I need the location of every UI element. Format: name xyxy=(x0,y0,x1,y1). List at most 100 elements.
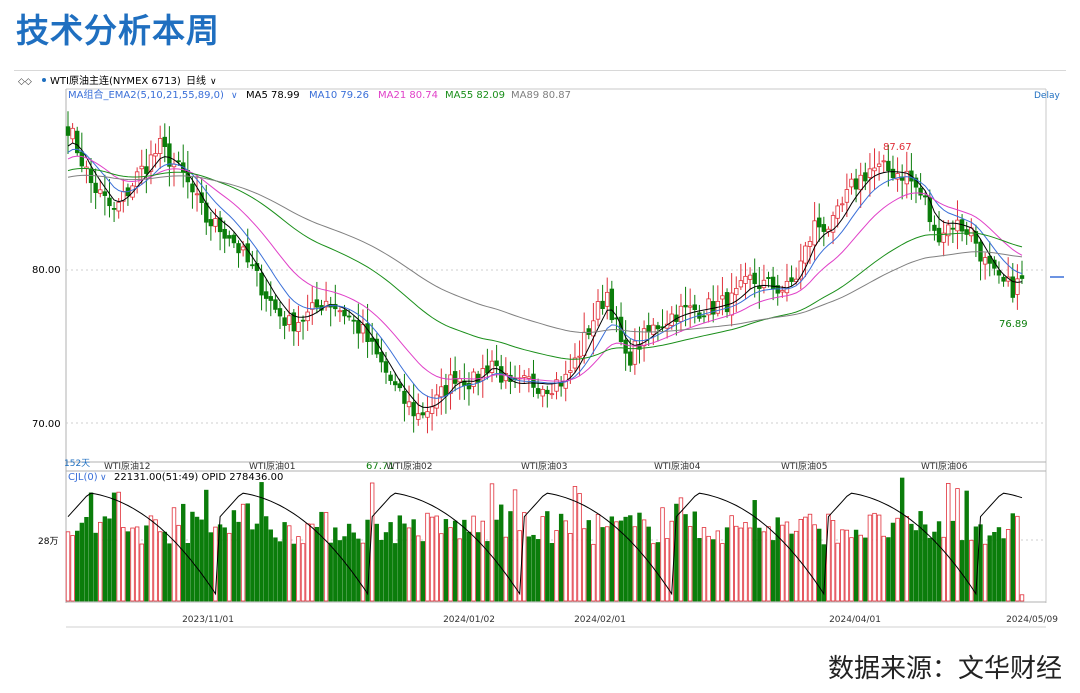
volume-bar xyxy=(337,540,343,602)
candle-up xyxy=(738,280,744,288)
chart-panel[interactable]: ◇◇ WTI原油主连(NYMEX 6713) 日线 ∨ MA组合_EMA2(5,… xyxy=(14,70,1066,631)
candle-down xyxy=(927,197,933,223)
volume-bar xyxy=(770,540,776,602)
volume-bar xyxy=(651,543,656,602)
candle-down xyxy=(369,337,375,342)
candle-down xyxy=(102,191,108,196)
candle-up xyxy=(632,340,638,365)
volume-bar xyxy=(282,522,287,602)
volume-bar xyxy=(697,538,702,602)
instrument-title[interactable]: WTI原油主连(NYMEX 6713) xyxy=(50,74,181,87)
volume-header[interactable]: CJL(0) xyxy=(68,472,98,483)
candle-up xyxy=(568,370,573,373)
volume-bar xyxy=(1015,515,1020,602)
contract-label: WTI原油02 xyxy=(386,460,433,472)
candle-up xyxy=(577,355,582,358)
volume-bar xyxy=(918,511,923,602)
volume-bar xyxy=(932,531,937,602)
volume-bar xyxy=(130,527,135,602)
volume-bar xyxy=(107,518,112,602)
volume-bar xyxy=(194,516,200,602)
volume-chevron-icon[interactable]: ∨ xyxy=(100,473,107,483)
volume-bar xyxy=(462,519,467,602)
volume-bar xyxy=(79,522,85,602)
toolbar-arrows-icon[interactable]: ◇◇ xyxy=(18,77,32,87)
candle-up xyxy=(734,288,739,296)
candle-down xyxy=(333,303,338,310)
volume-bar xyxy=(752,500,757,602)
page-title: 技术分析本周 xyxy=(16,11,220,50)
volume-bar xyxy=(545,511,550,602)
candle-down xyxy=(204,202,209,223)
volume-bar xyxy=(134,526,140,602)
candle-up xyxy=(406,401,412,408)
period-selector[interactable]: 日线 xyxy=(186,74,206,87)
volume-bar xyxy=(549,543,555,602)
candle-down xyxy=(770,276,776,290)
candle-down xyxy=(250,264,255,267)
candlestick-chart[interactable]: ◇◇ WTI原油主连(NYMEX 6713) 日线 ∨ MA组合_EMA2(5,… xyxy=(14,71,1066,631)
candle-up xyxy=(946,224,951,237)
ma10-line xyxy=(67,148,1023,399)
volume-bar xyxy=(314,526,320,602)
volume-bar xyxy=(899,477,905,602)
volume-bar xyxy=(701,527,707,602)
candles-layer xyxy=(65,111,1025,434)
volume-bar xyxy=(978,524,983,602)
volume-bar xyxy=(568,532,573,602)
volume-bar xyxy=(291,543,297,602)
volume-bar xyxy=(351,532,356,602)
volume-bar xyxy=(499,504,504,602)
volume-bar xyxy=(724,527,730,602)
volume-bar xyxy=(254,523,260,602)
date-label: 2024/01/02 xyxy=(443,615,495,625)
low-right-label: 76.89 xyxy=(999,319,1028,330)
volume-bar xyxy=(263,516,269,602)
candle-down xyxy=(766,277,771,279)
chevron-down-icon[interactable]: ∨ xyxy=(210,77,217,87)
candle-down xyxy=(623,339,628,354)
date-label: 2024/04/01 xyxy=(829,615,881,625)
candle-down xyxy=(853,178,859,190)
volume-bar xyxy=(273,537,278,602)
contract-label: WTI原油04 xyxy=(654,460,701,472)
candle-down xyxy=(351,319,356,322)
candle-down xyxy=(683,304,688,308)
candle-up xyxy=(844,189,850,203)
volume-bar xyxy=(641,519,647,602)
volume-bar xyxy=(466,531,472,602)
volume-bar xyxy=(259,482,264,602)
volume-bar xyxy=(683,514,688,602)
volume-bar xyxy=(595,513,601,602)
volume-bar xyxy=(508,511,513,602)
volume-bar xyxy=(416,535,421,602)
volume-bar xyxy=(581,528,587,602)
chart-toolbar: ◇◇ WTI原油主连(NYMEX 6713) 日线 ∨ xyxy=(14,71,1066,89)
candle-down xyxy=(600,300,605,309)
candle-up xyxy=(876,163,882,167)
candle-up xyxy=(830,215,836,233)
candle-up xyxy=(240,246,246,251)
volume-bar xyxy=(300,543,306,602)
volume-bar xyxy=(554,530,559,602)
candle-down xyxy=(342,309,347,317)
volume-bar xyxy=(425,512,430,602)
ma-group-label[interactable]: MA组合_EMA2(5,10,21,55,89,0) xyxy=(68,88,224,101)
candle-up xyxy=(554,379,559,392)
candle-up xyxy=(130,185,135,198)
volume-bar xyxy=(913,530,919,602)
candle-up xyxy=(895,173,900,180)
ma-chevron-icon[interactable]: ∨ xyxy=(231,91,238,101)
candle-up xyxy=(416,413,421,420)
volume-bar xyxy=(964,490,969,602)
candle-down xyxy=(821,224,827,232)
candle-up xyxy=(549,393,555,396)
ma55-line xyxy=(67,167,1023,360)
candle-up xyxy=(194,193,200,196)
candle-up xyxy=(337,310,343,313)
candle-down xyxy=(752,272,757,285)
candle-down xyxy=(987,255,992,264)
volume-bar xyxy=(88,492,94,602)
candle-down xyxy=(724,292,730,313)
candle-down xyxy=(402,390,407,404)
